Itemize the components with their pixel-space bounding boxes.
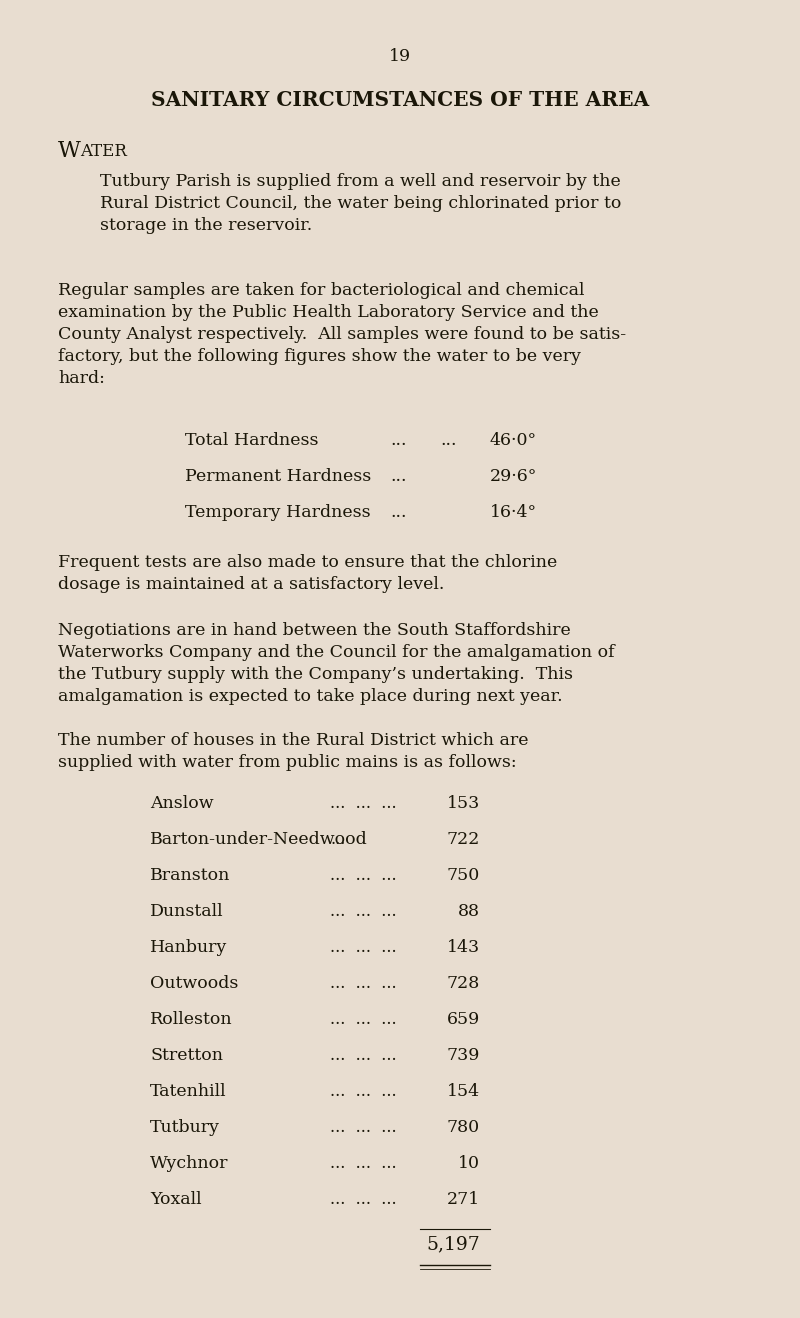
Text: 271: 271 (446, 1191, 480, 1209)
Text: factory, but the following figures show the water to be very: factory, but the following figures show … (58, 348, 581, 365)
Text: 29·6°: 29·6° (490, 468, 538, 485)
Text: 10: 10 (458, 1155, 480, 1172)
Text: 16·4°: 16·4° (490, 503, 537, 521)
Text: ...  ...  ...: ... ... ... (330, 938, 397, 956)
Text: storage in the reservoir.: storage in the reservoir. (100, 217, 312, 235)
Text: 143: 143 (447, 938, 480, 956)
Text: ...  ...  ...: ... ... ... (330, 1011, 397, 1028)
Text: 739: 739 (446, 1046, 480, 1064)
Text: Tutbury: Tutbury (150, 1119, 220, 1136)
Text: Rolleston: Rolleston (150, 1011, 233, 1028)
Text: 88: 88 (458, 903, 480, 920)
Text: 154: 154 (447, 1083, 480, 1101)
Text: 5,197: 5,197 (426, 1235, 480, 1253)
Text: 19: 19 (389, 47, 411, 65)
Text: amalgamation is expected to take place during next year.: amalgamation is expected to take place d… (58, 688, 562, 705)
Text: Regular samples are taken for bacteriological and chemical: Regular samples are taken for bacteriolo… (58, 282, 585, 299)
Text: Tutbury Parish is supplied from a well and reservoir by the: Tutbury Parish is supplied from a well a… (100, 173, 621, 190)
Text: SANITARY CIRCUMSTANCES OF THE AREA: SANITARY CIRCUMSTANCES OF THE AREA (151, 90, 649, 109)
Text: supplied with water from public mains is as follows:: supplied with water from public mains is… (58, 754, 517, 771)
Text: dosage is maintained at a satisfactory level.: dosage is maintained at a satisfactory l… (58, 576, 444, 593)
Text: 153: 153 (446, 795, 480, 812)
Text: ...: ... (390, 432, 406, 449)
Text: Negotiations are in hand between the South Staffordshire: Negotiations are in hand between the Sou… (58, 622, 570, 639)
Text: 728: 728 (446, 975, 480, 992)
Text: Yoxall: Yoxall (150, 1191, 202, 1209)
Text: Temporary Hardness: Temporary Hardness (185, 503, 370, 521)
Text: Barton-under-Needwood: Barton-under-Needwood (150, 832, 368, 847)
Text: hard:: hard: (58, 370, 105, 387)
Text: the Tutbury supply with the Company’s undertaking.  This: the Tutbury supply with the Company’s un… (58, 666, 573, 683)
Text: examination by the Public Health Laboratory Service and the: examination by the Public Health Laborat… (58, 304, 598, 322)
Text: ...  ...  ...: ... ... ... (330, 1046, 397, 1064)
Text: ...  ...  ...: ... ... ... (330, 795, 397, 812)
Text: W: W (58, 140, 81, 162)
Text: ...: ... (440, 432, 457, 449)
Text: 659: 659 (446, 1011, 480, 1028)
Text: Outwoods: Outwoods (150, 975, 238, 992)
Text: Hanbury: Hanbury (150, 938, 227, 956)
Text: 722: 722 (446, 832, 480, 847)
Text: ...  ...  ...: ... ... ... (330, 903, 397, 920)
Text: ...  ...  ...: ... ... ... (330, 1119, 397, 1136)
Text: Dunstall: Dunstall (150, 903, 224, 920)
Text: Waterworks Company and the Council for the amalgamation of: Waterworks Company and the Council for t… (58, 645, 614, 662)
Text: ...  ...  ...: ... ... ... (330, 867, 397, 884)
Text: Wychnor: Wychnor (150, 1155, 229, 1172)
Text: 750: 750 (446, 867, 480, 884)
Text: ...: ... (390, 503, 406, 521)
Text: Stretton: Stretton (150, 1046, 223, 1064)
Text: Anslow: Anslow (150, 795, 214, 812)
Text: ...  ...  ...: ... ... ... (330, 975, 397, 992)
Text: Total Hardness: Total Hardness (185, 432, 318, 449)
Text: County Analyst respectively.  All samples were found to be satis­: County Analyst respectively. All samples… (58, 326, 626, 343)
Text: 780: 780 (447, 1119, 480, 1136)
Text: Rural District Council, the water being chlorinated prior to: Rural District Council, the water being … (100, 195, 622, 212)
Text: ...  ...  ...: ... ... ... (330, 1155, 397, 1172)
Text: Branston: Branston (150, 867, 230, 884)
Text: The number of houses in the Rural District which are: The number of houses in the Rural Distri… (58, 731, 529, 749)
Text: ATER: ATER (80, 142, 127, 159)
Text: ...: ... (390, 468, 406, 485)
Text: ...  ...  ...: ... ... ... (330, 1083, 397, 1101)
Text: Frequent tests are also made to ensure that the chlorine: Frequent tests are also made to ensure t… (58, 554, 558, 571)
Text: ...  ...  ...: ... ... ... (330, 1191, 397, 1209)
Text: ...: ... (330, 832, 346, 847)
Text: Permanent Hardness: Permanent Hardness (185, 468, 371, 485)
Text: Tatenhill: Tatenhill (150, 1083, 226, 1101)
Text: 46·0°: 46·0° (490, 432, 537, 449)
